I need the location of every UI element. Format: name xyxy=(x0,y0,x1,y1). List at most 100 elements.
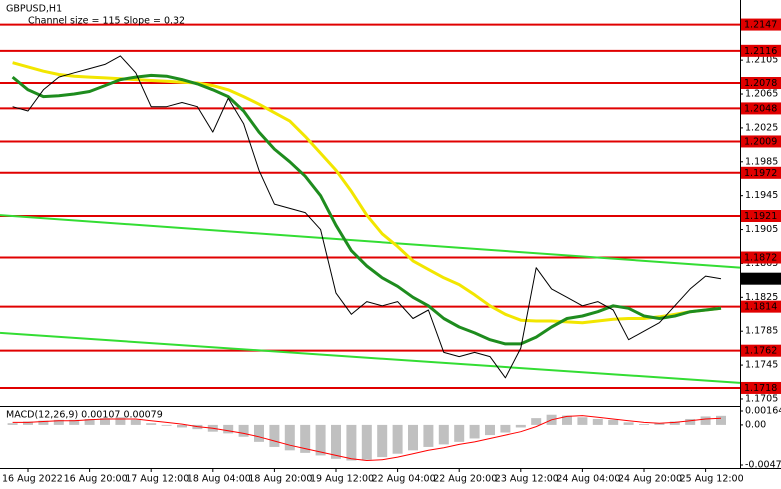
histogram-bar xyxy=(38,420,49,425)
level-label-box xyxy=(741,300,781,313)
y-tick-label: 1.1905 xyxy=(745,224,778,235)
macd-title: MACD(12,26,9) 0.00107 0.00079 xyxy=(6,410,163,421)
histogram-bar xyxy=(177,424,187,428)
signal-line xyxy=(12,415,722,462)
histogram-bar xyxy=(654,423,665,425)
level-label: 1.1872 xyxy=(744,253,777,264)
histogram-bar xyxy=(669,421,680,425)
histogram-bar xyxy=(438,424,449,445)
x-tick-label: 18 Aug 20:00 xyxy=(248,474,312,485)
histogram-bar xyxy=(377,424,388,458)
histogram-bar xyxy=(238,424,249,437)
y-tick-label: 1.1945 xyxy=(745,190,778,201)
histogram-bar xyxy=(223,424,234,434)
last-price-label: 1.1847 xyxy=(744,274,777,285)
level-label-box xyxy=(741,166,781,179)
histogram-bar xyxy=(592,418,603,425)
level-label-box xyxy=(741,102,781,115)
level-label-box xyxy=(741,77,781,90)
histogram-bar xyxy=(361,424,372,460)
y-tick-label: 1.2065 xyxy=(745,89,778,100)
x-tick-label: 16 Aug 2022 xyxy=(2,474,63,485)
histogram-bar xyxy=(23,421,33,425)
histogram-bar xyxy=(577,417,588,425)
x-tick-label: 24 Aug 04:00 xyxy=(556,474,620,485)
level-label-box xyxy=(741,135,781,148)
y-tick-label: 1.1705 xyxy=(745,393,778,404)
histogram-bar xyxy=(408,424,418,451)
x-tick-label: 17 Aug 12:00 xyxy=(125,474,189,485)
histogram-bar xyxy=(392,424,403,454)
histogram-bar xyxy=(562,415,572,425)
histogram-bar xyxy=(639,424,649,425)
level-label: 1.1814 xyxy=(744,302,777,313)
histogram-bar xyxy=(69,419,80,425)
y-tick-label: 0.00 xyxy=(745,419,766,430)
x-tick-label: 16 Aug 20:00 xyxy=(64,474,128,485)
histogram-bar xyxy=(84,418,95,425)
histogram-bar xyxy=(100,418,110,425)
x-tick-label: 19 Aug 12:00 xyxy=(310,474,374,485)
histogram-bar xyxy=(346,424,357,461)
histogram-bar xyxy=(269,424,280,447)
level-label: 1.1762 xyxy=(744,346,777,357)
channel-line xyxy=(0,331,741,384)
histogram-bar xyxy=(254,424,264,442)
histogram-bar xyxy=(315,424,326,456)
level-label: 1.2147 xyxy=(744,20,777,31)
x-tick-label: 24 Aug 20:00 xyxy=(618,474,682,485)
level-label: 1.2048 xyxy=(744,103,777,114)
level-label-box xyxy=(741,44,781,57)
x-tick-label: 18 Aug 04:00 xyxy=(187,474,251,485)
y-tick-label: 1.1825 xyxy=(745,292,778,303)
y-tick-label: -0.00473 xyxy=(745,460,781,471)
histogram-bar xyxy=(331,424,341,459)
level-label: 1.1718 xyxy=(744,383,777,394)
histogram-bar xyxy=(515,424,526,428)
y-tick-label: 1.1745 xyxy=(745,360,778,371)
histogram-bar xyxy=(284,424,295,451)
price-line xyxy=(12,55,722,379)
histogram-bar xyxy=(623,422,634,425)
histogram-bar xyxy=(685,418,696,425)
histogram-bar xyxy=(161,424,172,426)
last-price-box xyxy=(741,272,781,285)
chart-title: GBPUSD,H1 xyxy=(6,4,62,15)
x-tick-label: 22 Aug 04:00 xyxy=(372,474,436,485)
histogram-bar xyxy=(7,423,18,425)
histogram-bar xyxy=(500,424,511,433)
channel-line xyxy=(0,214,741,269)
histogram-bar xyxy=(485,424,495,436)
moving-average xyxy=(11,73,722,346)
level-label: 1.2078 xyxy=(744,78,777,89)
level-label-box xyxy=(741,210,781,223)
level-label-box xyxy=(741,251,781,264)
histogram-bar xyxy=(146,423,157,425)
level-label-box xyxy=(741,344,781,357)
histogram-bar xyxy=(469,424,480,439)
histogram-bar xyxy=(423,424,434,447)
histogram-bar xyxy=(700,416,711,425)
histogram-bar xyxy=(608,419,619,425)
histogram-bar xyxy=(115,417,126,425)
histogram-bar xyxy=(454,424,465,442)
level-label: 1.2116 xyxy=(744,46,777,57)
level-label-box xyxy=(741,18,781,31)
y-tick-label: 1.1985 xyxy=(745,156,778,167)
level-label: 1.1921 xyxy=(744,211,777,222)
y-tick-label: 1.2105 xyxy=(745,55,778,66)
x-tick-label: 25 Aug 12:00 xyxy=(680,474,744,485)
histogram-bar xyxy=(716,415,726,425)
x-tick-label: 22 Aug 20:00 xyxy=(433,474,497,485)
y-tick-label: 1.1785 xyxy=(745,326,778,337)
chart-subtitle: Channel size = 115 Slope = 0.32 xyxy=(28,16,185,27)
y-tick-label: 0.00164 xyxy=(745,406,781,417)
histogram-bar xyxy=(531,418,542,425)
level-label: 1.2009 xyxy=(744,136,777,147)
histogram-bar xyxy=(300,424,311,453)
y-tick-label: 1.2025 xyxy=(745,122,778,133)
x-tick-label: 23 Aug 12:00 xyxy=(495,474,559,485)
